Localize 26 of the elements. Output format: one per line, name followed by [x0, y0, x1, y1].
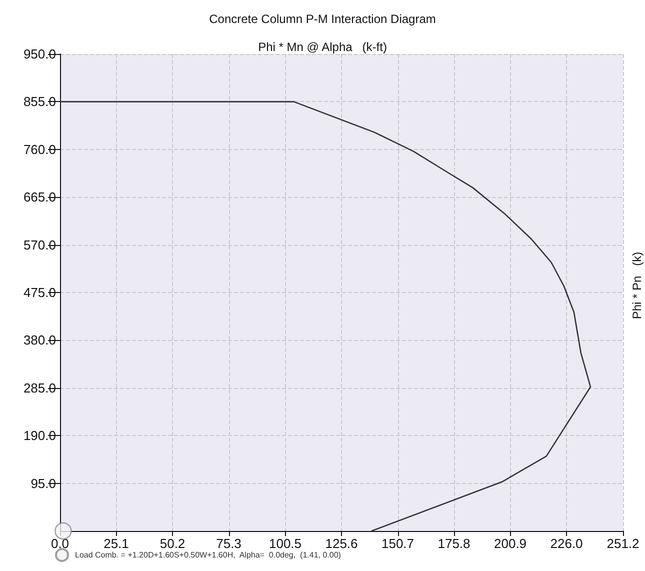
y-tick-label: 570.0	[23, 237, 56, 252]
x-tick-label: 150.7	[381, 536, 414, 551]
x-axis-title: Phi * Mn @ Alpha (k-ft)	[258, 40, 387, 54]
chart-title: Concrete Column P-M Interaction Diagram	[209, 12, 436, 26]
y-tick-label: 475.0	[23, 285, 56, 300]
x-tick-label: 226.0	[550, 536, 583, 551]
x-tick-label: 0.0	[50, 536, 70, 551]
y-tick-label: 950.0	[23, 46, 56, 62]
y-tick-label: 665.0	[23, 190, 56, 205]
line-series	[59, 101, 592, 532]
y-axis-title: Phi * Pn (k)	[630, 252, 644, 320]
x-tick-label: 125.6	[325, 536, 358, 551]
y-tick-label: 855.0	[23, 94, 56, 110]
x-tick-label: 251.2	[606, 536, 640, 551]
x-tick-label: 100.5	[268, 536, 302, 551]
y-tick-label: 380.0	[23, 332, 56, 348]
x-tick-label: 25.1	[104, 536, 129, 551]
y-tick-label: 95.0	[30, 476, 56, 491]
x-tick-label: 200.9	[494, 536, 527, 551]
y-tick-label: 760.0	[23, 142, 56, 157]
x-tick-label: 175.8	[438, 536, 470, 551]
x-tick-label: 75.3	[216, 536, 242, 551]
y-tick-label: 190.0	[23, 428, 56, 444]
y-tick-label: 285.0	[23, 380, 56, 396]
legend-label: Load Comb. = +1.20D+1.60S+0.50W+1.60H, Alpha= 0.0deg, (1.41, 0.00)	[75, 550, 342, 560]
x-tick-label: 50.2	[160, 536, 186, 551]
